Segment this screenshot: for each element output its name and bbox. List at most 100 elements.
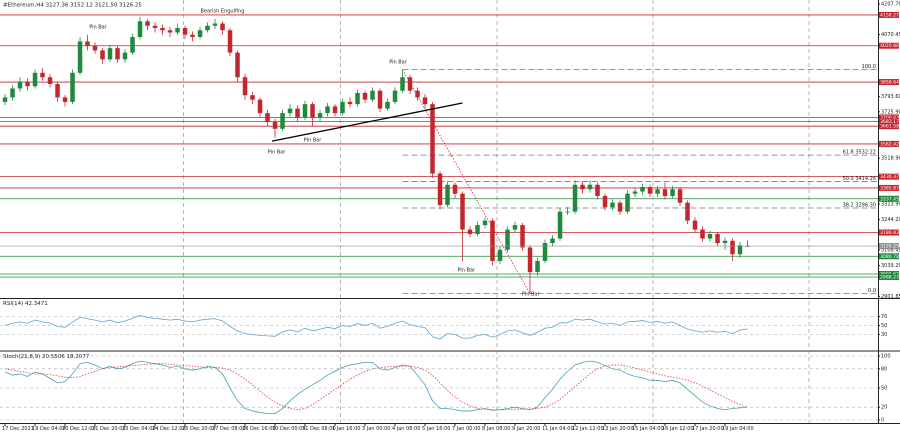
candle-body bbox=[430, 104, 435, 174]
candle-body bbox=[280, 113, 285, 129]
candle-body bbox=[85, 41, 90, 46]
candle-body bbox=[302, 104, 308, 118]
candle-body bbox=[62, 97, 68, 102]
candle-body bbox=[625, 193, 630, 212]
x-tick-label: 17 Dec 2021 bbox=[2, 426, 34, 432]
fib-diagonal bbox=[402, 69, 531, 294]
candle-body bbox=[242, 77, 248, 96]
candle-body bbox=[355, 92, 360, 105]
candle-body bbox=[542, 243, 548, 261]
candle-body bbox=[332, 106, 338, 114]
y-tick-label: 2901.85 bbox=[881, 294, 900, 300]
candle-body bbox=[520, 225, 525, 248]
level-label-box bbox=[879, 123, 899, 130]
annotation: Bearish Engulfing bbox=[201, 8, 245, 14]
y-tick-label: 100 bbox=[881, 354, 891, 360]
candle-body bbox=[190, 34, 195, 37]
x-tick-label: 25 Dec 20:00 bbox=[182, 426, 216, 432]
x-tick-label: 24 Dec 12:00 bbox=[152, 426, 186, 432]
candle-body bbox=[445, 184, 450, 205]
candle-body bbox=[370, 90, 375, 100]
level-label: 4020.86 bbox=[880, 43, 899, 49]
y-tick-label: 3244.20 bbox=[881, 217, 900, 223]
x-tick-label: 1 Jan 16:00 bbox=[332, 426, 360, 432]
candle-body bbox=[317, 113, 323, 118]
candle-body bbox=[235, 52, 240, 78]
y-tick-label: 80 bbox=[881, 366, 887, 372]
candle-body bbox=[557, 211, 563, 239]
y-tick-label: 20 bbox=[881, 405, 887, 411]
candle-body bbox=[137, 21, 143, 37]
candle-body bbox=[340, 101, 345, 114]
y-tick-label: 30 bbox=[881, 332, 887, 338]
level-label: 3385.87 bbox=[880, 185, 899, 191]
candle-body bbox=[670, 189, 675, 196]
candle-body bbox=[565, 211, 570, 213]
annotation: Pin Bar bbox=[89, 25, 108, 31]
y-tick-label: 3793.60 bbox=[881, 94, 900, 100]
candle-body bbox=[527, 247, 533, 273]
candle-body bbox=[677, 189, 683, 203]
level-label-box bbox=[879, 140, 899, 147]
candle-body bbox=[580, 184, 585, 190]
candle-body bbox=[130, 36, 135, 53]
x-tick-label: 28 Dec 16:00 bbox=[242, 426, 276, 432]
x-tick-label: 9 Jan 20:00 bbox=[512, 426, 540, 432]
candle-body bbox=[167, 30, 173, 33]
candle-body bbox=[700, 229, 705, 239]
candle-body bbox=[205, 25, 210, 31]
candle-body bbox=[452, 184, 458, 194]
level-label-box bbox=[879, 11, 899, 18]
candle-body bbox=[287, 108, 293, 114]
chart-title: #Ethereum,H4 3127.36 3152.12 3121.50 312… bbox=[3, 3, 142, 9]
level-label: 4158.27 bbox=[880, 12, 899, 18]
level-label-box bbox=[879, 184, 899, 191]
candle-body bbox=[100, 50, 105, 60]
price-label-box bbox=[879, 243, 899, 250]
candle-body bbox=[482, 220, 488, 226]
candle-body bbox=[55, 83, 60, 98]
candle-body bbox=[490, 220, 495, 261]
level-label: 3337.45 bbox=[880, 196, 899, 202]
x-tick-label: 19 Jan 04:00 bbox=[722, 426, 754, 432]
trendline bbox=[271, 102, 463, 142]
level-label: 2988.27 bbox=[880, 274, 899, 280]
candle-body bbox=[505, 229, 510, 250]
x-tick-label: 12 Jan 12:00 bbox=[572, 426, 604, 432]
candle-body bbox=[362, 92, 368, 100]
candle-body bbox=[437, 173, 443, 205]
candle-body bbox=[70, 72, 75, 102]
candle-body bbox=[512, 225, 518, 230]
level-label-box bbox=[879, 195, 899, 202]
candle-body bbox=[722, 240, 728, 244]
x-tick-label: 17 Jan 20:00 bbox=[692, 426, 724, 432]
fib-label: 0.0 bbox=[868, 288, 876, 294]
level-label: 3582.42 bbox=[880, 141, 899, 147]
candle-body bbox=[392, 90, 398, 102]
candle-body bbox=[640, 187, 645, 192]
y-tick-label: 4207.70 bbox=[881, 1, 900, 7]
candle-body bbox=[10, 88, 15, 98]
candle-body bbox=[422, 97, 428, 105]
candle-body bbox=[460, 193, 465, 230]
price-label: 3126.25 bbox=[880, 244, 899, 250]
candle-body bbox=[550, 238, 555, 244]
candle-body bbox=[25, 81, 30, 87]
candle-body bbox=[587, 184, 593, 190]
x-tick-label: 13 Jan 20:00 bbox=[602, 426, 634, 432]
panel-title: Stoch(21,8,9) 20.5506 18.2077 bbox=[3, 354, 90, 360]
candle-body bbox=[77, 41, 83, 73]
annotation: Pin Bar bbox=[522, 292, 541, 298]
y-tick-label: 70 bbox=[881, 314, 887, 320]
candle-body bbox=[662, 189, 668, 196]
annotation: Pin Bar bbox=[457, 267, 476, 273]
level-label-box bbox=[879, 79, 899, 86]
candle-body bbox=[325, 106, 330, 114]
candle-body bbox=[250, 95, 255, 100]
x-tick-label: 31 Dec 08:00 bbox=[302, 426, 336, 432]
x-tick-label: 16 Jan 12:00 bbox=[662, 426, 694, 432]
candle-body bbox=[475, 225, 480, 235]
y-tick-label: 4070.45 bbox=[881, 32, 900, 38]
